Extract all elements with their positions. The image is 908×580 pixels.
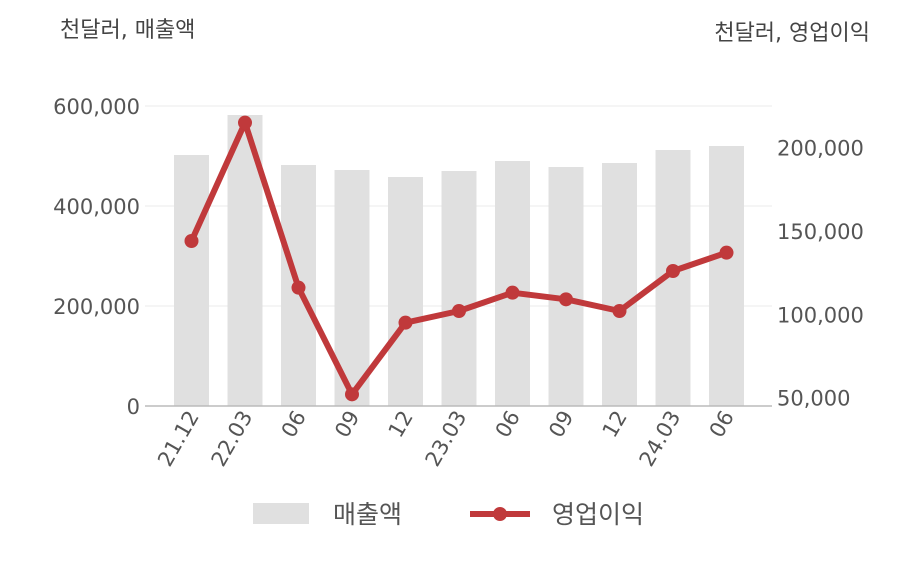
operating-profit-point	[666, 264, 680, 278]
left-axis-tick-label: 600,000	[53, 95, 140, 119]
operating-profit-point	[452, 304, 466, 318]
left-axis-ticks: 0 200,000 400,000 600,000	[53, 95, 140, 419]
operating-profit-point	[184, 234, 199, 248]
left-axis-tick-label: 400,000	[53, 195, 140, 219]
operating-profit-point	[612, 304, 627, 318]
right-axis-tick-label: 50,000	[777, 387, 850, 411]
left-axis-tick-label: 200,000	[53, 295, 140, 319]
legend-swatch-revenue	[253, 503, 309, 524]
x-axis-tick-label: 09	[330, 407, 364, 442]
x-axis-tick-label: 12	[598, 407, 632, 442]
right-axis-unit-label: 천달러, 영업이익	[714, 21, 870, 46]
legend: 매출액 영업이익	[253, 500, 644, 529]
x-axis-tick-label: 06	[277, 407, 311, 442]
right-axis-ticks: 50,000 100,000 150,000 200,000	[777, 137, 864, 411]
operating-profit-point	[238, 115, 252, 130]
revenue-bar	[388, 177, 423, 406]
operating-profit-point	[719, 245, 734, 260]
operating-profit-point	[398, 315, 413, 330]
revenue-bar	[174, 155, 209, 406]
bar-series-revenue	[174, 115, 744, 406]
x-axis-tick-label: 06	[705, 407, 739, 442]
x-axis-tick-label: 24.03	[634, 407, 685, 471]
left-axis-unit-label: 천달러, 매출액	[60, 18, 195, 43]
left-axis-tick-label: 0	[127, 395, 140, 419]
x-axis-tick-label: 21.12	[153, 407, 204, 471]
right-axis-tick-label: 150,000	[777, 220, 864, 244]
x-axis-tick-label: 06	[491, 407, 525, 442]
operating-profit-point	[505, 285, 520, 300]
revenue-bar	[495, 161, 530, 406]
x-axis-tick-label: 23.03	[420, 407, 471, 471]
revenue-bar	[602, 163, 637, 406]
operating-profit-point	[291, 280, 306, 295]
legend-label-operating-profit: 영업이익	[552, 500, 644, 529]
x-axis-tick-label: 09	[544, 407, 578, 442]
right-axis-tick-label: 100,000	[777, 303, 864, 327]
x-axis-tick-label: 22.03	[206, 407, 257, 471]
revenue-bar	[709, 146, 744, 406]
line-series-operating-profit	[184, 115, 734, 402]
revenue-bar	[548, 167, 584, 406]
legend-label-revenue: 매출액	[333, 500, 402, 529]
operating-profit-point	[559, 292, 573, 307]
operating-profit-point	[345, 387, 359, 402]
right-axis-tick-label: 200,000	[777, 137, 864, 161]
legend-swatch-operating-profit-marker	[493, 507, 507, 521]
revenue-bar	[441, 171, 477, 406]
x-axis-tick-label: 12	[384, 407, 418, 442]
x-axis-ticks: 21.12 22.03 06 09 12 23.03 06 09 12 24.03 06	[153, 407, 739, 471]
